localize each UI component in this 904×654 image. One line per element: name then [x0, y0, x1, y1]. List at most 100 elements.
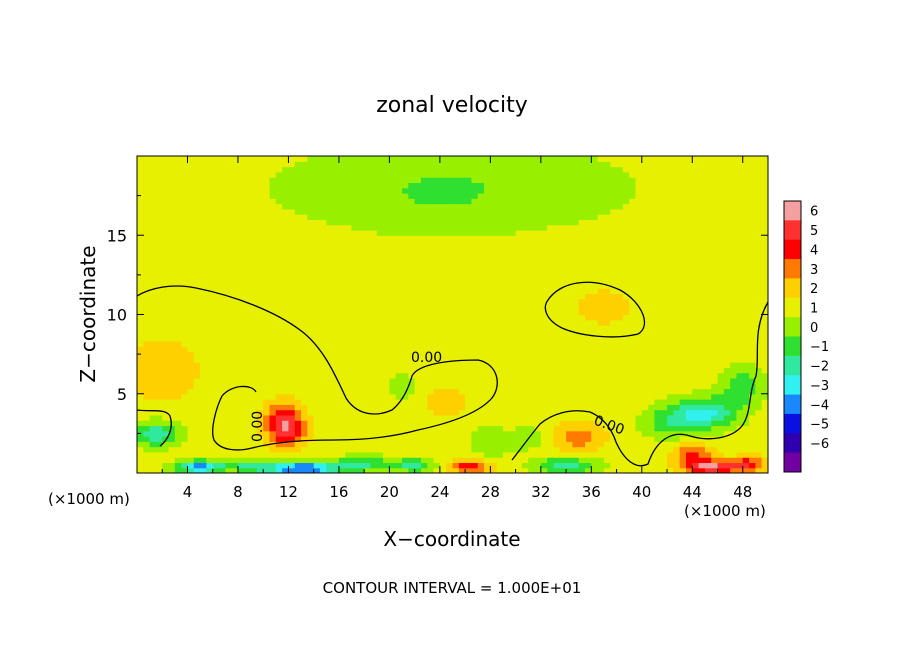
heatmap-cell [540, 277, 548, 284]
heatmap-cell [263, 235, 271, 242]
heatmap-cell [345, 203, 353, 210]
heatmap-cell [143, 430, 151, 437]
heatmap-cell [402, 467, 409, 473]
heatmap-cell [559, 256, 567, 263]
heatmap-cell [641, 388, 649, 395]
heatmap-cell [225, 441, 233, 448]
heatmap-cell [566, 441, 573, 448]
heatmap-cell [294, 377, 302, 384]
heatmap-cell [370, 261, 378, 268]
heatmap-cell [137, 298, 144, 305]
heatmap-cell [370, 441, 378, 448]
heatmap-cell [206, 219, 214, 226]
heatmap-cell [244, 362, 252, 368]
heatmap-cell [616, 430, 624, 437]
heatmap-cell [660, 441, 668, 448]
heatmap-cell [452, 314, 460, 321]
heatmap-cell [174, 240, 182, 247]
heatmap-cell [540, 256, 548, 263]
heatmap-cell [534, 166, 542, 173]
heatmap-cell [566, 346, 573, 353]
heatmap-cell [256, 356, 264, 363]
heatmap-cell [212, 377, 220, 384]
heatmap-cell [629, 261, 637, 268]
heatmap-cell [635, 362, 643, 368]
heatmap-cell [288, 362, 296, 368]
heatmap-cell [553, 224, 561, 231]
heatmap-cell [585, 441, 592, 448]
heatmap-cell [389, 282, 397, 289]
heatmap-cell [490, 425, 498, 432]
heatmap-cell [244, 214, 252, 220]
heatmap-cell [345, 256, 353, 263]
heatmap-cell [313, 171, 321, 178]
heatmap-cell [572, 425, 580, 432]
heatmap-cell [357, 425, 365, 432]
heatmap-cell [660, 451, 668, 458]
heatmap-cell [275, 335, 283, 342]
heatmap-cell [244, 309, 252, 316]
heatmap-cell [547, 446, 555, 453]
heatmap-cell [490, 261, 498, 268]
heatmap-cell [250, 372, 258, 379]
heatmap-cell [200, 325, 208, 331]
heatmap-cell [408, 388, 416, 395]
heatmap-cell [427, 314, 435, 321]
heatmap-cell [288, 441, 296, 448]
heatmap-cell [395, 219, 403, 226]
heatmap-cell [237, 319, 245, 326]
heatmap-cell [301, 362, 308, 368]
heatmap-cell [446, 436, 454, 442]
heatmap-cell [402, 383, 409, 390]
heatmap-cell [477, 314, 485, 321]
heatmap-cell [648, 198, 656, 205]
heatmap-cell [465, 409, 473, 416]
heatmap-cell [572, 367, 580, 374]
heatmap-cell [622, 182, 630, 189]
heatmap-cell [143, 161, 151, 168]
heatmap-cell [521, 335, 529, 342]
heatmap-cell [319, 425, 327, 432]
heatmap-cell [383, 446, 390, 453]
heatmap-cell [408, 383, 416, 390]
heatmap-cell [383, 330, 390, 337]
heatmap-cell [313, 293, 321, 300]
heatmap-cell [540, 383, 548, 390]
heatmap-cell [622, 351, 630, 358]
heatmap-cell [553, 340, 561, 347]
heatmap-cell [357, 288, 365, 294]
heatmap-cell [420, 356, 428, 363]
heatmap-cell [181, 399, 189, 405]
heatmap-cell [231, 272, 239, 279]
heatmap-cell [446, 171, 454, 178]
heatmap-cell [439, 266, 447, 273]
heatmap-cell [319, 229, 327, 236]
heatmap-cell [641, 446, 649, 453]
heatmap-cell [578, 245, 586, 252]
heatmap-cell [376, 256, 384, 263]
heatmap-cell [200, 208, 208, 215]
heatmap-cell [490, 383, 498, 390]
heatmap-cell [187, 171, 195, 178]
heatmap-cell [477, 388, 485, 395]
heatmap-cell [307, 457, 315, 464]
heatmap-cell [338, 362, 346, 368]
heatmap-cell [427, 383, 435, 390]
heatmap-cell [433, 266, 441, 273]
heatmap-cell [641, 414, 649, 421]
heatmap-cell [534, 325, 542, 331]
heatmap-cell [319, 245, 327, 252]
heatmap-cell [559, 240, 567, 247]
heatmap-cell [477, 467, 485, 473]
heatmap-cell [143, 208, 151, 215]
heatmap-cell [193, 451, 201, 458]
heatmap-cell [603, 261, 611, 268]
heatmap-cell [597, 436, 605, 442]
heatmap-cell [553, 277, 561, 284]
heatmap-cell [509, 430, 517, 437]
heatmap-cell [446, 240, 454, 247]
heatmap-cell [231, 330, 239, 337]
heatmap-cell [395, 282, 403, 289]
heatmap-cell [629, 335, 637, 342]
heatmap-cell [408, 377, 416, 384]
